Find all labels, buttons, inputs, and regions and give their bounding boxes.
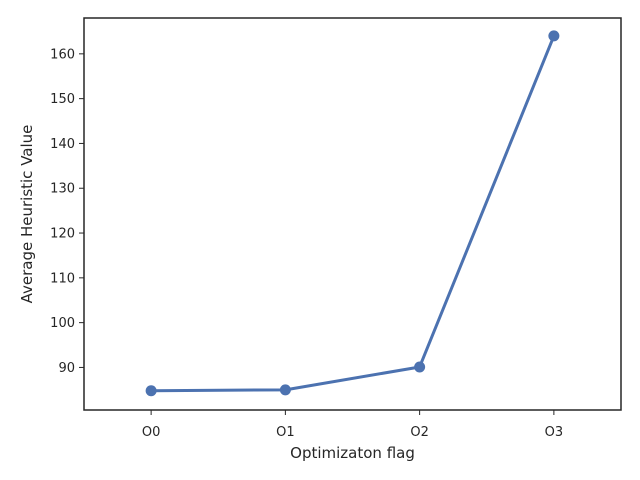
y-tick-label: 100 [50, 316, 75, 331]
data-point-o1 [279, 384, 291, 396]
x-tick-label: O3 [545, 425, 564, 440]
y-tick-label: 140 [50, 137, 75, 152]
y-tick-label: 130 [50, 182, 75, 197]
y-tick-label: 160 [50, 47, 75, 62]
y-tick-label: 150 [50, 92, 75, 107]
plot-frame [83, 17, 622, 411]
x-tick-label: O0 [142, 425, 161, 440]
series-layer [145, 30, 560, 397]
y-tick-label: 110 [50, 271, 75, 286]
data-point-o3 [548, 30, 560, 42]
y-axis-label: Average Heuristic Value [18, 125, 36, 304]
x-axis-label: Optimizaton flag [290, 444, 415, 462]
y-tick-label: 90 [58, 361, 75, 376]
data-point-o0 [145, 385, 157, 397]
x-tick-label: O1 [276, 425, 295, 440]
y-axis-ticks: 90 100 110 120 130 140 150 160 [50, 47, 84, 376]
data-point-o2 [414, 361, 426, 373]
series-line [149, 34, 556, 393]
y-tick-label: 120 [50, 227, 75, 242]
x-axis-ticks: O0 O1 O2 O3 [142, 410, 563, 440]
x-tick-label: O2 [410, 425, 429, 440]
